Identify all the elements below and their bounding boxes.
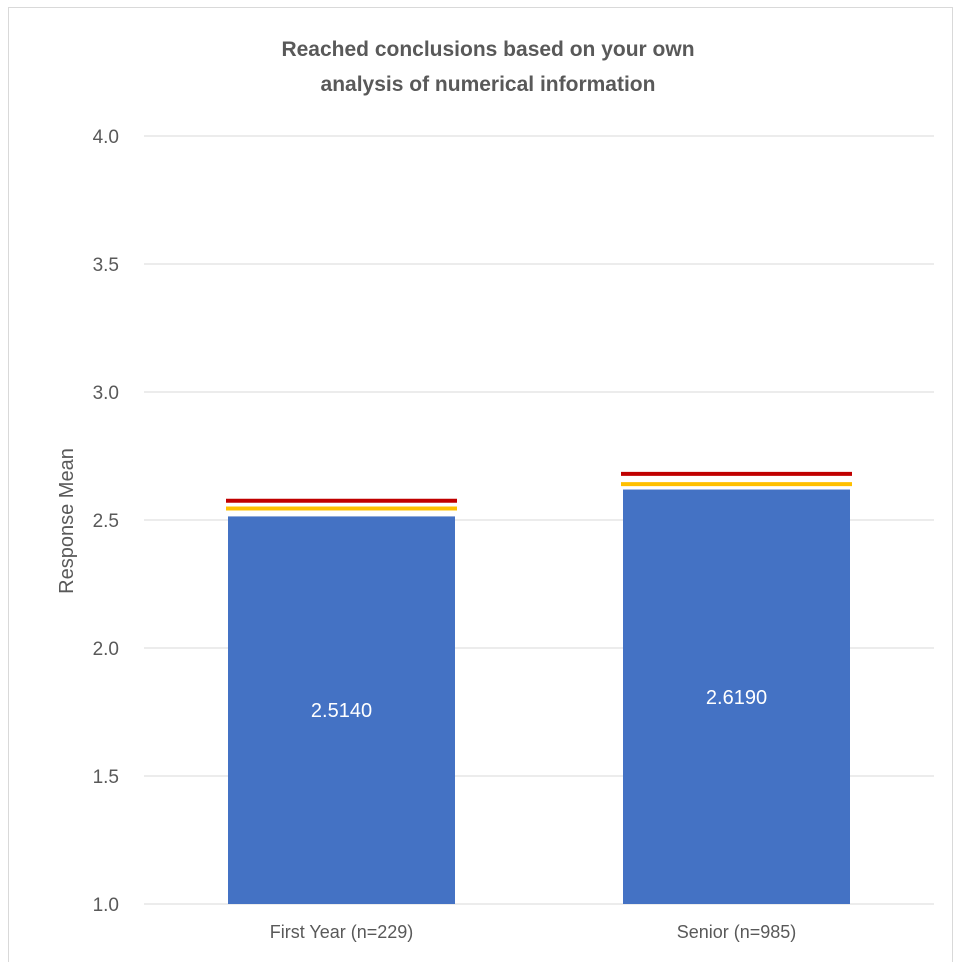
- y-axis-label: Response Mean: [56, 448, 78, 594]
- y-tick-label-4: 3.0: [93, 383, 119, 404]
- y-tick-label-1: 1.5: [93, 767, 119, 788]
- chart-title-line-2: analysis of numerical information: [321, 73, 656, 96]
- bar-1: [623, 489, 850, 904]
- y-tick-label-6: 4.0: [93, 127, 119, 148]
- category-label-0: First Year (n=229): [270, 922, 414, 942]
- bars: [228, 489, 850, 904]
- y-axis-tick-labels: 1.0 1.5 2.0 2.5 3.0 3.5 4.0: [93, 127, 119, 916]
- chart-title-line-1: Reached conclusions based on your own: [281, 38, 694, 61]
- y-tick-label-0: 1.0: [93, 895, 119, 916]
- data-labels: 2.5140 2.6190: [311, 687, 767, 722]
- data-label-1: 2.6190: [706, 687, 767, 709]
- y-tick-label-3: 2.5: [93, 511, 119, 532]
- y-tick-label-2: 2.0: [93, 639, 119, 660]
- y-tick-label-5: 3.5: [93, 255, 119, 276]
- category-label-1: Senior (n=985): [677, 922, 797, 942]
- reference-lines: [226, 471, 852, 511]
- x-axis-category-labels: First Year (n=229) Senior (n=985): [270, 922, 797, 942]
- bar-0: [228, 516, 455, 904]
- data-label-0: 2.5140: [311, 700, 372, 722]
